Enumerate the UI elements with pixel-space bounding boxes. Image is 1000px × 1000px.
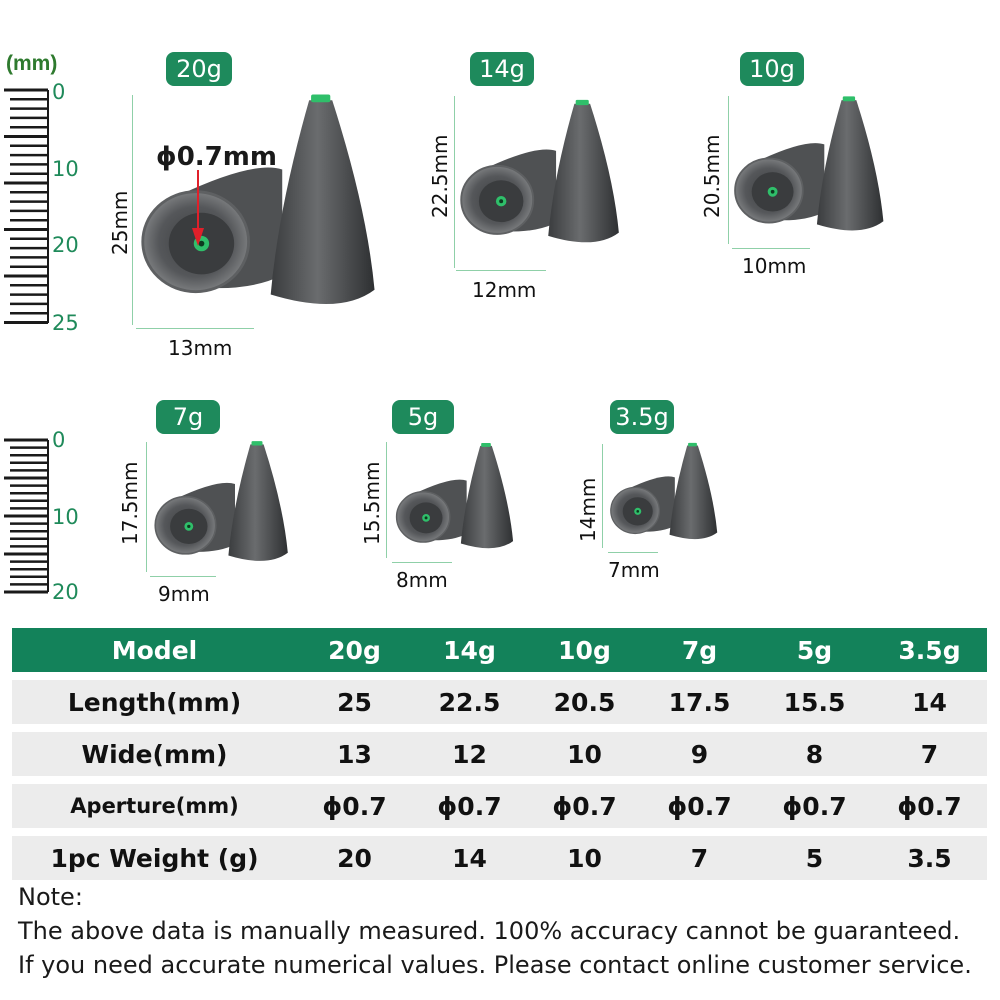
length-line xyxy=(146,442,147,572)
table-cell: 22.5 xyxy=(412,680,527,724)
row-label: Aperture(mm) xyxy=(12,784,297,828)
length-line xyxy=(602,444,603,548)
table-cell: 7 xyxy=(872,732,987,776)
sinker-image-5g xyxy=(395,442,514,550)
length-label-5g: 15.5mm xyxy=(360,461,384,546)
table-cell: 8 xyxy=(757,732,872,776)
ruler-bottom-label: 0 xyxy=(52,428,66,452)
weight-badge-3.5g: 3.5g xyxy=(610,400,674,434)
table-cell: 5 xyxy=(757,836,872,880)
width-line xyxy=(732,248,810,249)
table-cell: 14 xyxy=(872,680,987,724)
row-label: Length(mm) xyxy=(12,680,297,724)
width-label-20g: 13mm xyxy=(168,336,233,360)
note-line: The above data is manually measured. 100… xyxy=(18,917,961,945)
table-cell: 10 xyxy=(527,836,642,880)
weight-badge-5g: 5g xyxy=(392,400,454,434)
arrow-icon xyxy=(192,170,204,246)
width-label-14g: 12mm xyxy=(472,278,537,302)
table-cell: ϕ0.7 xyxy=(297,784,412,828)
length-label-10g: 20.5mm xyxy=(700,134,724,219)
width-label-5g: 8mm xyxy=(396,568,448,592)
ruler-bottom xyxy=(4,438,49,594)
width-label-10g: 10mm xyxy=(742,254,807,278)
table-cell: 10 xyxy=(527,732,642,776)
table-cell: 14 xyxy=(412,836,527,880)
aperture-label: ϕ0.7mm xyxy=(156,142,277,172)
table-cell: 15.5 xyxy=(757,680,872,724)
table-header-cell: 3.5g xyxy=(872,628,987,672)
length-line xyxy=(386,442,387,558)
table-cell: 25 xyxy=(297,680,412,724)
ruler-top xyxy=(4,88,49,324)
table-row: Aperture(mm) ϕ0.7 ϕ0.7 ϕ0.7 ϕ0.7 ϕ0.7 ϕ0… xyxy=(12,784,987,828)
table-header-cell: 5g xyxy=(757,628,872,672)
table-cell: 12 xyxy=(412,732,527,776)
weight-badge-20g: 20g xyxy=(166,52,232,86)
note-line: If you need accurate numerical values. P… xyxy=(18,951,972,979)
table-row: 1pc Weight (g) 20 14 10 7 5 3.5 xyxy=(12,836,987,880)
unit-label: (mm) xyxy=(6,52,58,75)
length-label-20g: 25mm xyxy=(108,190,132,255)
table-cell: 3.5 xyxy=(872,836,987,880)
row-label: 1pc Weight (g) xyxy=(12,836,297,880)
table-cell: 13 xyxy=(297,732,412,776)
table-header-cell: 10g xyxy=(527,628,642,672)
sinker-image-7g xyxy=(154,440,289,562)
table-cell: 9 xyxy=(642,732,757,776)
width-label-7g: 9mm xyxy=(158,582,210,606)
note-title: Note: xyxy=(18,883,83,911)
table-cell: 17.5 xyxy=(642,680,757,724)
sinker-image-20g xyxy=(141,93,376,306)
sinker-image-3.5g xyxy=(610,442,718,540)
spec-table: Model 20g 14g 10g 7g 5g 3.5g Length(mm) … xyxy=(12,620,987,888)
table-row: Length(mm) 25 22.5 20.5 17.5 15.5 14 xyxy=(12,680,987,724)
width-line xyxy=(392,562,452,563)
table-header-cell: 14g xyxy=(412,628,527,672)
table-cell: ϕ0.7 xyxy=(872,784,987,828)
sinker-image-10g xyxy=(734,95,885,232)
width-line xyxy=(456,270,546,271)
length-line xyxy=(454,96,455,268)
ruler-top-label: 20 xyxy=(52,233,79,257)
sinker-image-14g xyxy=(460,98,620,244)
width-label-3.5g: 7mm xyxy=(608,558,660,582)
table-cell: 20.5 xyxy=(527,680,642,724)
table-header-cell: 7g xyxy=(642,628,757,672)
table-cell: 20 xyxy=(297,836,412,880)
note-block: Note: The above data is manually measure… xyxy=(18,880,972,982)
ruler-top-label: 0 xyxy=(52,80,66,104)
weight-badge-14g: 14g xyxy=(470,52,534,86)
table-cell: ϕ0.7 xyxy=(527,784,642,828)
length-line xyxy=(728,96,729,244)
table-row: Wide(mm) 13 12 10 9 8 7 xyxy=(12,732,987,776)
table-cell: ϕ0.7 xyxy=(642,784,757,828)
table-cell: ϕ0.7 xyxy=(412,784,527,828)
width-line xyxy=(150,576,216,577)
width-line xyxy=(136,328,254,329)
ruler-bottom-label: 20 xyxy=(52,580,79,604)
weight-badge-7g: 7g xyxy=(156,400,220,434)
weight-badge-10g: 10g xyxy=(740,52,804,86)
table-cell: 7 xyxy=(642,836,757,880)
length-label-3.5g: 14mm xyxy=(576,477,600,542)
table-cell: ϕ0.7 xyxy=(757,784,872,828)
length-label-7g: 17.5mm xyxy=(118,461,142,546)
ruler-bottom-label: 10 xyxy=(52,505,79,529)
length-label-14g: 22.5mm xyxy=(428,134,452,219)
ruler-top-label: 10 xyxy=(52,157,79,181)
table-header-cell: Model xyxy=(12,628,297,672)
width-line xyxy=(608,552,658,553)
table-header-cell: 20g xyxy=(297,628,412,672)
length-line xyxy=(132,95,133,325)
table-header-row: Model 20g 14g 10g 7g 5g 3.5g xyxy=(12,628,987,672)
ruler-top-label: 25 xyxy=(52,311,79,335)
row-label: Wide(mm) xyxy=(12,732,297,776)
